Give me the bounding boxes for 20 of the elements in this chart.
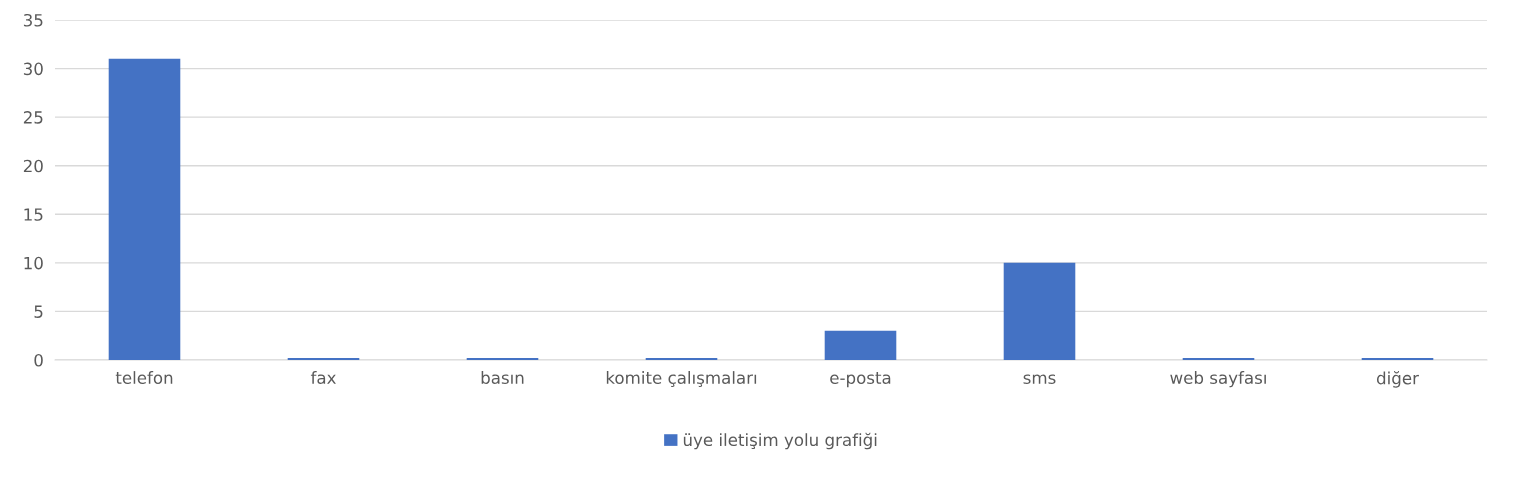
x-tick-label: basın bbox=[481, 371, 524, 385]
x-tick-label: sms bbox=[1023, 374, 1056, 385]
y-tick-label: 0 bbox=[34, 353, 43, 367]
x-tick-label: e-posta bbox=[830, 372, 891, 388]
bar bbox=[1003, 262, 1076, 360]
x-tick-label: fax bbox=[310, 371, 336, 385]
legend-label: üye iletişim yolu grafiği bbox=[683, 432, 877, 450]
y-tick-label: 25 bbox=[23, 111, 43, 124]
y-tick-label: 15 bbox=[24, 208, 43, 221]
y-tick-label: 30 bbox=[23, 62, 43, 76]
x-tick-label: telefon bbox=[115, 371, 173, 385]
y-tick-label: 35 bbox=[23, 13, 43, 27]
x-tick-label: web sayfası bbox=[1170, 371, 1266, 388]
x-tick-label: diğer bbox=[1376, 371, 1419, 388]
y-tick-label: 20 bbox=[23, 159, 43, 173]
x-tick-label: komite çalışmaları bbox=[606, 371, 757, 387]
bar bbox=[108, 58, 181, 360]
bar bbox=[824, 330, 897, 360]
y-tick-label: 10 bbox=[24, 256, 43, 270]
y-tick-label: 5 bbox=[34, 305, 43, 318]
